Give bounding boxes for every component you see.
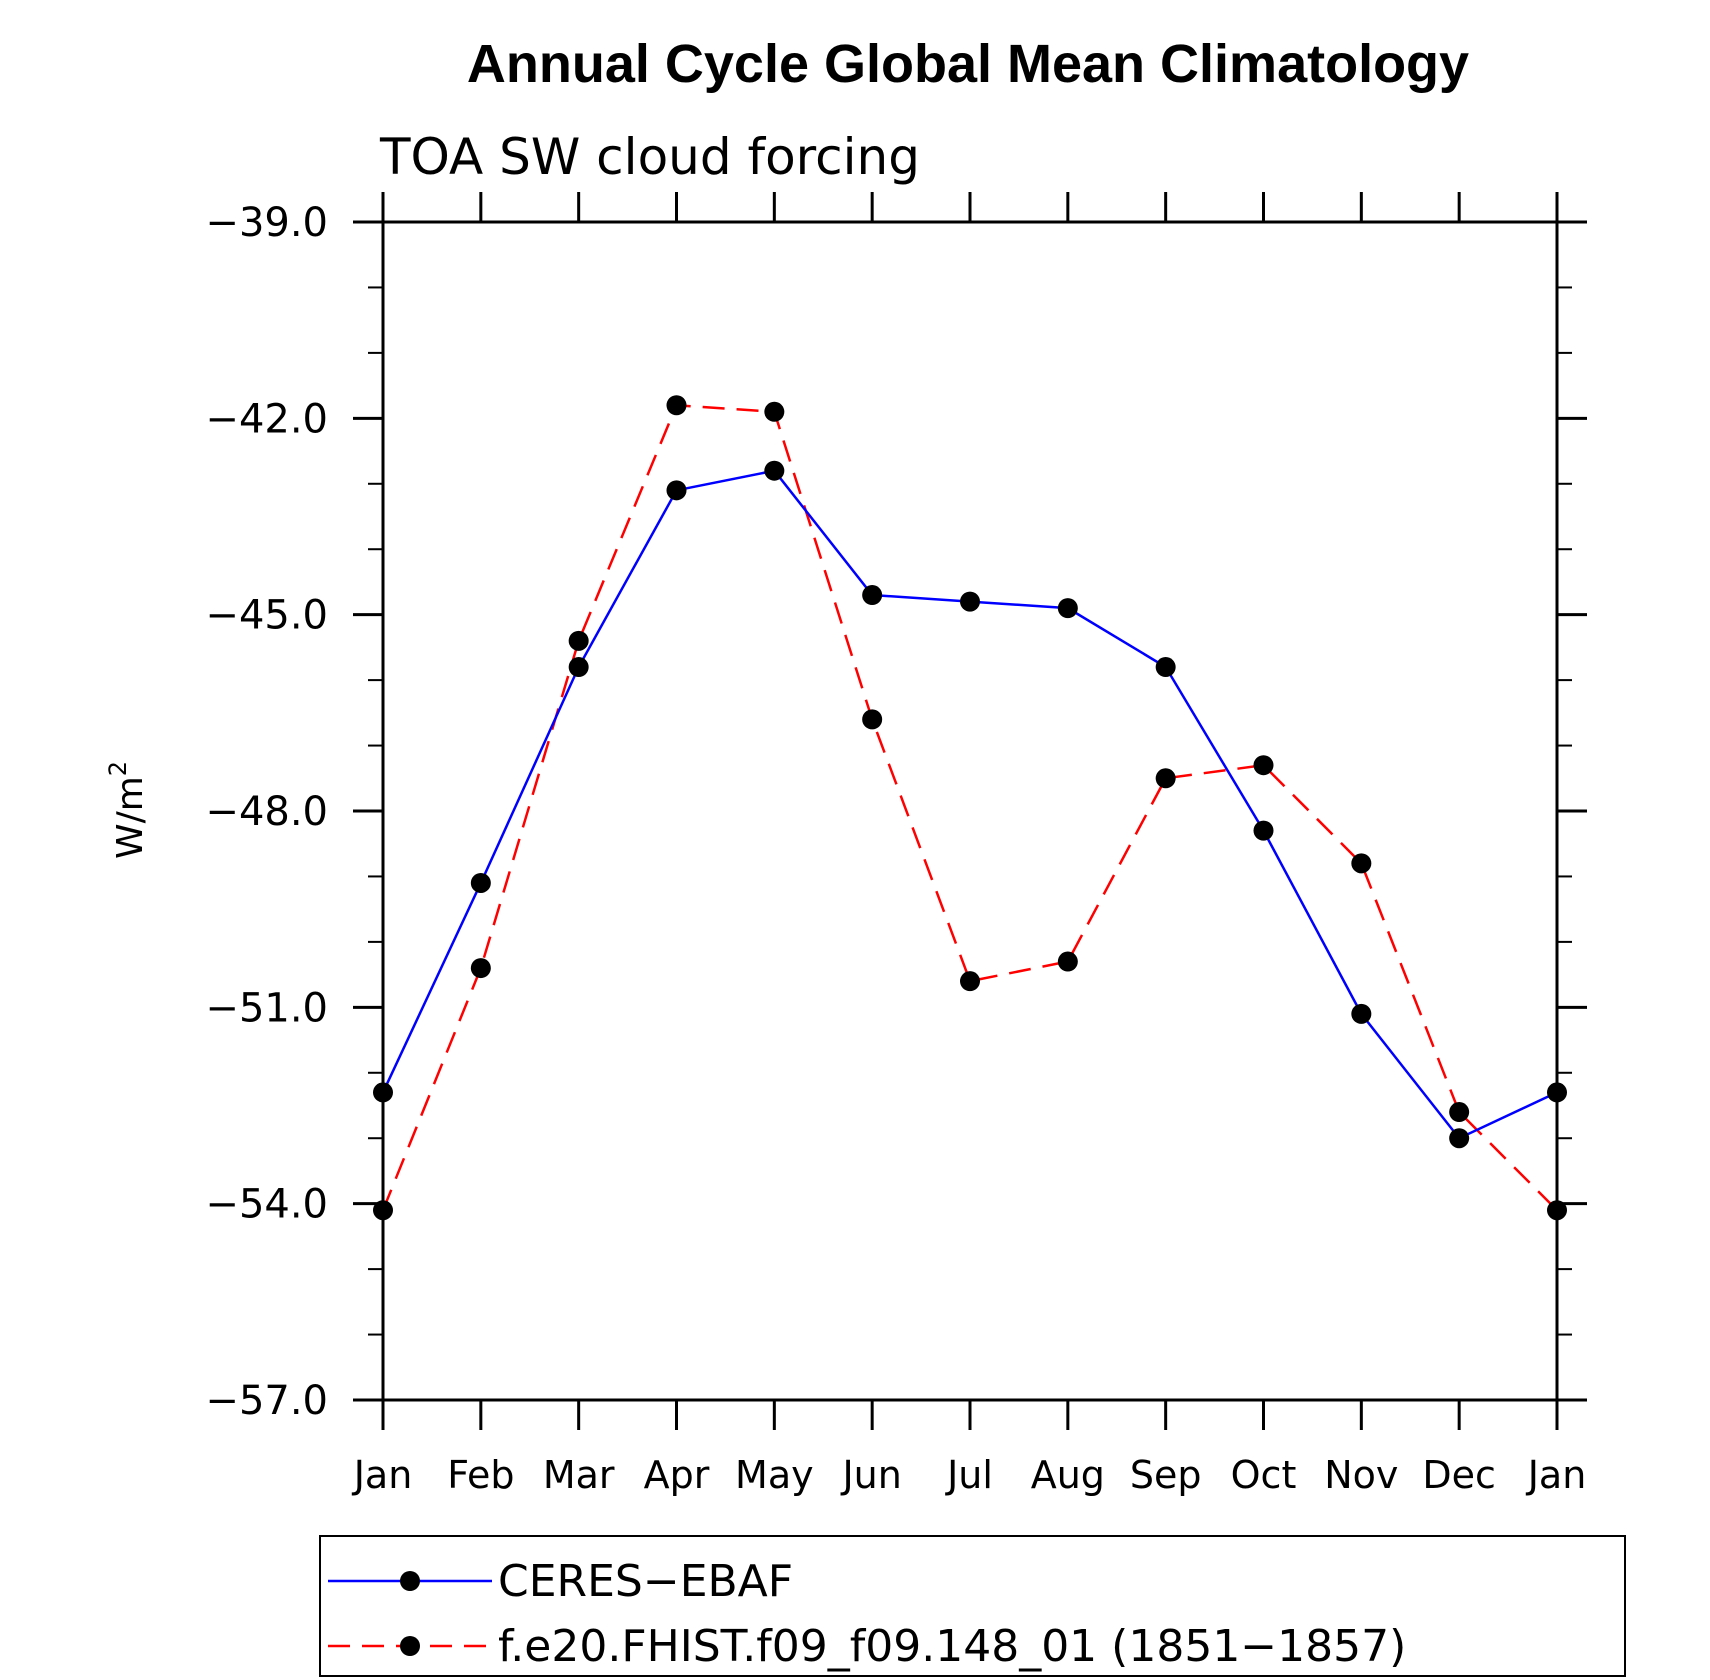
- series-line: [381, 469, 1558, 1140]
- x-tick-label: May: [735, 1453, 814, 1497]
- y-tick-label: −39.0: [205, 200, 328, 246]
- data-point: [1155, 768, 1176, 789]
- plot-axes: −39.0 −42.0 −45.0 −48.0 −51.0 −54.0 −57.0 Jan Fe…: [205, 192, 1587, 1497]
- data-point: [1253, 820, 1274, 841]
- x-tick-label: Oct: [1231, 1453, 1297, 1497]
- x-tick-label: Sep: [1130, 1453, 1202, 1497]
- data-point: [1253, 755, 1274, 776]
- chart-title: Annual Cycle Global Mean Climatology: [467, 34, 1469, 94]
- data-point: [764, 401, 785, 422]
- x-tick-label: Mar: [543, 1453, 615, 1497]
- x-tick-label: Dec: [1422, 1453, 1496, 1497]
- data-point: [568, 657, 589, 678]
- data-point: [1449, 1128, 1470, 1149]
- y-axis-label: W/m2: [104, 761, 151, 859]
- data-point: [666, 480, 687, 501]
- data-point: [1057, 951, 1078, 972]
- data-point: [1155, 657, 1176, 678]
- legend-label: CERES−EBAF: [498, 1556, 793, 1607]
- y-tick-label: −45.0: [205, 593, 328, 639]
- legend-marker: [400, 1636, 420, 1656]
- data-point: [1057, 598, 1078, 619]
- y-tick-label: −51.0: [205, 985, 328, 1031]
- y-tick-label: −54.0: [205, 1182, 328, 1228]
- x-tick-label: Jan: [1526, 1453, 1587, 1497]
- legend-label: f.e20.FHIST.f09_f09.148_01 (1851−1857): [498, 1621, 1406, 1672]
- y-axis-label-text: W/m: [110, 776, 151, 859]
- data-point: [470, 958, 491, 979]
- series-group: [373, 395, 1567, 1221]
- chart-subtitle: TOA SW cloud forcing: [379, 128, 920, 186]
- y-tick-label: −57.0: [205, 1378, 328, 1424]
- svg-text:W/m2: W/m2: [104, 761, 151, 859]
- data-point: [1351, 1003, 1372, 1024]
- x-tick-label: Aug: [1031, 1453, 1105, 1497]
- legend: CERES−EBAF f.e20.FHIST.f09_f09.148_01 (18…: [319, 1535, 1626, 1677]
- series-line: [381, 403, 1558, 1212]
- x-tick-label: Feb: [447, 1453, 514, 1497]
- data-point: [960, 591, 980, 612]
- x-tick-label: Jun: [840, 1453, 901, 1497]
- x-tick-label: Nov: [1324, 1453, 1398, 1497]
- data-point: [1449, 1102, 1470, 1123]
- data-point: [960, 971, 980, 992]
- legend-box: [319, 1535, 1626, 1677]
- series-layer: [373, 395, 1567, 1221]
- data-point: [1547, 1082, 1567, 1103]
- x-tick-label: Jul: [945, 1453, 993, 1497]
- x-tick-label: Apr: [644, 1453, 710, 1497]
- y-axis-label-superscript: 2: [104, 761, 132, 776]
- y-tick-label: −48.0: [205, 789, 328, 835]
- data-point: [568, 630, 589, 651]
- data-point: [1547, 1200, 1567, 1221]
- plot-frame: [381, 220, 1559, 1402]
- data-point: [862, 585, 883, 606]
- x-tick-label: Jan: [352, 1453, 413, 1497]
- data-point: [1351, 853, 1372, 874]
- y-tick-label: −42.0: [205, 396, 328, 442]
- legend-marker: [400, 1571, 420, 1591]
- series-group: [373, 460, 1567, 1149]
- data-point: [862, 709, 883, 730]
- data-point: [373, 1082, 393, 1103]
- data-point: [373, 1200, 393, 1221]
- data-point: [764, 460, 785, 481]
- data-point: [666, 395, 687, 416]
- data-point: [470, 872, 491, 893]
